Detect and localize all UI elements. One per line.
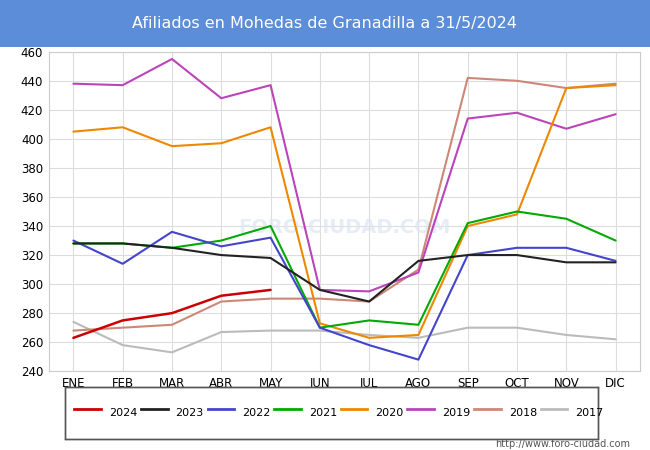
Text: 2018: 2018: [509, 408, 537, 418]
Text: 2022: 2022: [242, 408, 270, 418]
Text: Afiliados en Mohedas de Granadilla a 31/5/2024: Afiliados en Mohedas de Granadilla a 31/…: [133, 16, 517, 31]
Text: 2024: 2024: [109, 408, 137, 418]
Text: 2020: 2020: [376, 408, 404, 418]
Text: 2019: 2019: [442, 408, 471, 418]
Text: http://www.foro-ciudad.com: http://www.foro-ciudad.com: [495, 439, 630, 449]
Text: 2021: 2021: [309, 408, 337, 418]
Text: FORO-CIUDAD.COM: FORO-CIUDAD.COM: [239, 218, 450, 237]
Text: 2023: 2023: [176, 408, 204, 418]
Text: 2017: 2017: [575, 408, 604, 418]
